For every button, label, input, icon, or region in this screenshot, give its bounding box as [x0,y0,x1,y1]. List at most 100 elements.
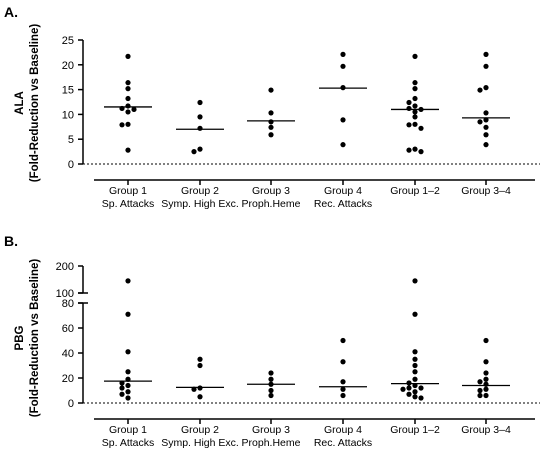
panel-b-group-sublabel: Rec. Attacks [314,437,372,449]
panel-a-y-tick-label: 25 [62,35,74,47]
panel-b-y-tick-label: 60 [62,323,74,335]
panel-a-group-label: Group 3–4 [461,185,511,197]
panel-b-data-point [418,385,424,391]
panel-b-data-point [400,386,406,392]
panel-b-y-tick-label: 20 [62,373,74,385]
panel-b-data-point [125,311,131,317]
panel-a-data-point [340,117,346,123]
panel-b-data-point [119,385,125,391]
panel-b-data-point [412,362,418,369]
panel-b-data-point [125,389,131,395]
panel-b-group-sublabel: Proph.Heme [242,437,301,449]
panel-a-group-label: Group 2 [181,185,219,197]
panel-a-y-tick-label: 0 [68,159,74,171]
panel-a-group-label: Group 1 [109,185,147,197]
panel-b: B. PBG (Fold-Reduction vs Baseline) 0 20 4… [4,233,540,449]
panel-b-group-label: Group 4 [324,424,362,436]
panel-b-data-point [119,391,125,397]
panel-b-data-point [125,349,131,355]
panel-b-data-point [483,370,489,376]
panel-a-data-point [406,122,412,128]
panel-b-data-point [483,392,489,399]
panel-b-data-point [418,395,424,401]
panel-a-data-point [268,132,274,138]
panel-b-data-point [268,392,274,399]
panel-a-group-label: Group 1–2 [390,185,440,197]
panel-a-data-point [418,149,424,155]
panel-a-group-sublabel: Proph.Heme [242,198,301,210]
panel-a-data-point [197,146,203,152]
panel-b-data-point [197,356,203,362]
panel-a-data-point [191,149,197,155]
panel-a-label: A. [4,4,18,20]
panel-b-data-point [477,392,483,399]
panel-a-data-point [406,99,412,106]
panel-b-data-point [268,376,274,382]
panel-b-data-point [197,362,203,369]
panel-a-data-point [483,110,489,116]
panel-b-group-sublabel: Symp. High Exc. [161,437,239,449]
panel-b-data-point [125,369,131,375]
panel-b-label: B. [4,233,18,249]
panel-a-data-point [406,105,412,112]
panel-b-data-point [125,395,131,401]
panel-b-y-tick-label: 0 [68,398,74,410]
panel-b-data-point [483,359,489,365]
panel-a-data-point [418,125,424,131]
panel-a-data-point [340,63,346,69]
panel-a-data-point [197,125,203,131]
panel-a-data-point [197,99,203,106]
panel-a-data-point [340,51,346,57]
panel-a-group-sublabel: Rec. Attacks [314,198,372,210]
panel-b-data-point [483,337,489,344]
panel-b-data-point [412,349,418,355]
panel-a-data-point [125,95,131,102]
panel-b-data-point [477,379,483,385]
panel-b-data-point [340,386,346,392]
panel-a-data-point [268,119,274,125]
panel-b-data-point [412,394,418,400]
panel-b-ylabel-main: PBG [14,325,26,350]
panel-b-y-tick-label: 100 [56,288,74,300]
panel-b-y-tick-label: 80 [62,298,74,310]
panel-a-data-point [412,109,418,115]
panel-a-data-point [125,86,131,92]
panel-a-data-point [197,114,203,120]
panel-b-ylabel-sub: (Fold-Reduction vs Baseline) [29,259,41,418]
panel-a-data-point [125,109,131,115]
panel-b-data-point [412,356,418,362]
panel-b-marks [104,278,510,401]
panel-b-data-point [197,394,203,400]
panel-a-marks [104,51,510,155]
panel-b-data-point [483,386,489,392]
panel-a-y-tick-label: 15 [62,85,74,97]
panel-b-data-point [412,389,418,395]
panel-b-data-point [340,392,346,399]
panel-a-data-point [340,142,346,148]
panel-a-data-point [125,53,131,59]
panel-b-data-point [477,387,483,394]
panel-a-group-label: Group 3 [252,185,290,197]
panel-b-data-point [406,385,412,391]
panel-a-data-point [131,106,137,113]
panel-a-data-point [483,117,489,123]
panel-a-y-ticks: 0 5 10 15 20 25 [62,35,83,171]
panel-a-data-point [412,114,418,120]
panel-b-y-tick-label: 40 [62,348,74,360]
panel-b-data-point [268,370,274,376]
panel-b-data-point [412,369,418,375]
panel-a-y-tick-label: 5 [68,134,74,146]
panel-b-y-tick-label: 200 [56,261,74,273]
panel-a-data-point [125,121,131,127]
panel-a-data-point [483,63,489,69]
panel-a-y-tick-label: 20 [62,60,74,72]
panel-a-group-sublabel: Symp. High Exc. [161,198,239,210]
panel-b-data-point [412,278,418,284]
panel-a-data-point [483,51,489,57]
panel-a: A. ALA (Fold-Reduction vs Baseline) 0 5 10… [4,4,540,210]
panel-b-data-point [268,387,274,394]
panel-a-data-point [483,142,489,148]
panel-b-group-label: Group 3–4 [461,424,511,436]
